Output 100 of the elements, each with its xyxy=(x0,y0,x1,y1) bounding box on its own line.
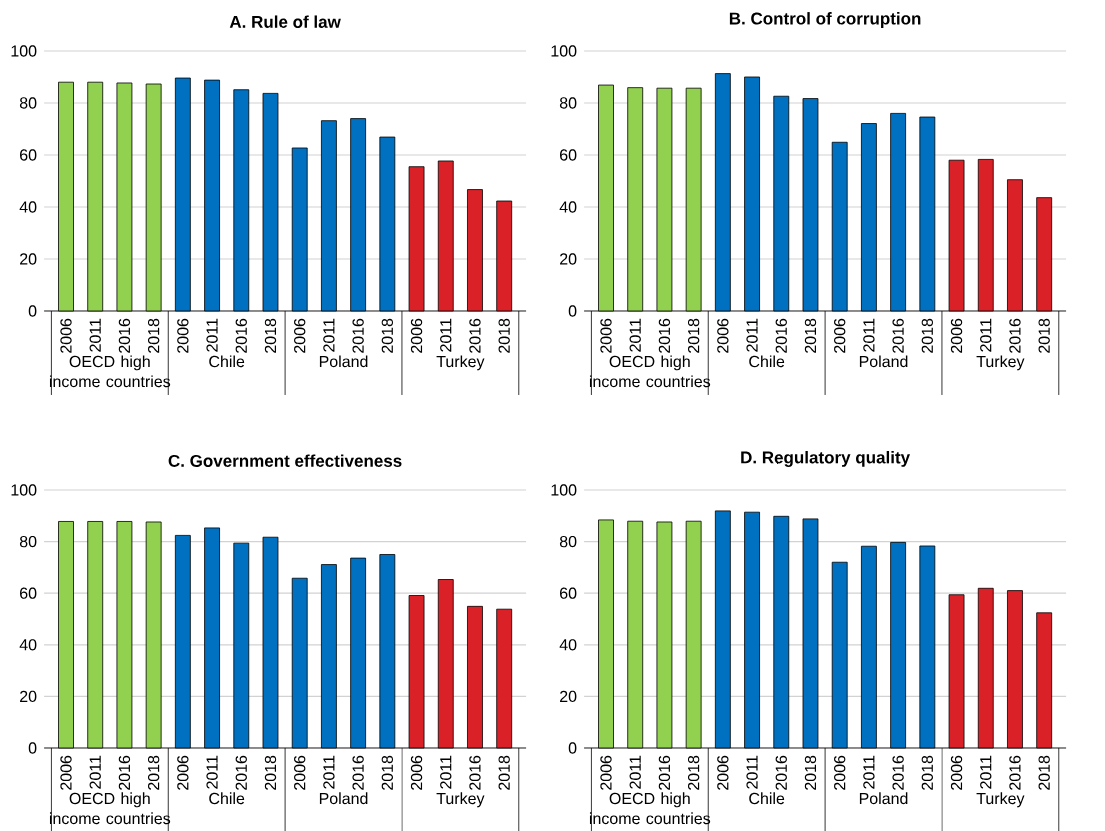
text: Poland xyxy=(319,355,368,368)
x-tick-label: 2016 xyxy=(469,755,481,790)
x-tick-label: 2006 xyxy=(60,755,72,790)
x-tick-label: 2011 xyxy=(746,318,758,352)
x-tick-label: 2018 xyxy=(1038,755,1050,790)
text: Chile xyxy=(209,355,245,368)
x-tick-label: 2016 xyxy=(469,318,481,353)
x-tick-label: 2016 xyxy=(235,755,247,790)
x-tick-label: 2016 xyxy=(892,755,904,790)
y-tick-label: 80 xyxy=(559,535,577,548)
x-tick-label: 2006 xyxy=(600,318,612,353)
text: Turkey xyxy=(436,792,485,808)
y-tick-label: 40 xyxy=(559,639,577,651)
text: Turkey xyxy=(436,355,485,371)
chart-title: A. Rule of law xyxy=(229,15,341,28)
x-tick-label: 2011 xyxy=(206,318,218,352)
x-tick-label: 2006 xyxy=(177,318,189,353)
chart-title: D. Regulatory quality xyxy=(741,450,911,467)
text: Poland xyxy=(859,355,908,368)
x-tick-label: 2018 xyxy=(147,318,160,353)
y-tick-label: 0 xyxy=(28,742,37,754)
x-tick-label: 2016 xyxy=(118,318,131,353)
x-tick-label: 2018 xyxy=(264,318,277,353)
x-tick-label: 2016 xyxy=(658,755,671,790)
y-tick-label: 20 xyxy=(560,253,577,265)
x-tick-label: 2018 xyxy=(687,755,700,790)
x-tick-label: 2006 xyxy=(600,755,612,790)
x-tick-label: 2011 xyxy=(980,755,992,789)
y-tick-label: 60 xyxy=(20,587,37,599)
y-tick-label: 80 xyxy=(19,97,37,109)
x-tick-label: 2006 xyxy=(834,318,846,353)
y-tick-label: 0 xyxy=(28,305,37,317)
x-tick-label: 2018 xyxy=(921,755,933,790)
x-tick-label: 2016 xyxy=(1009,755,1021,790)
x-tick-label: 2018 xyxy=(687,318,700,353)
y-tick-label: 100 xyxy=(551,484,577,496)
x-tick-label: 2006 xyxy=(294,318,306,353)
x-tick-label: 2006 xyxy=(834,755,846,790)
x-tick-label: 2016 xyxy=(775,755,787,790)
x-tick-label: 2011 xyxy=(323,755,335,789)
y-tick-label: 40 xyxy=(19,201,37,213)
chart-title: B. Control of corruption xyxy=(729,12,921,28)
y-tick-label: 40 xyxy=(19,639,37,651)
x-tick-label: 2011 xyxy=(206,755,218,789)
x-tick-label: 2018 xyxy=(264,755,277,790)
text: Poland xyxy=(319,792,368,805)
x-tick-label: 2011 xyxy=(980,318,992,352)
x-tick-label: 2011 xyxy=(629,755,641,789)
chart-title: C. Government effectiveness xyxy=(168,454,402,467)
x-tick-label: 2006 xyxy=(60,318,72,353)
x-tick-label: 2018 xyxy=(498,318,510,353)
y-tick-label: 0 xyxy=(568,742,577,754)
x-tick-label: 2006 xyxy=(950,318,963,353)
x-tick-label: 2011 xyxy=(89,755,101,789)
y-tick-label: 100 xyxy=(11,45,37,57)
x-tick-label: 2011 xyxy=(323,318,335,352)
x-tick-label: 2006 xyxy=(717,755,729,790)
text: Chile xyxy=(749,792,785,805)
y-tick-label: 20 xyxy=(20,690,37,703)
x-tick-label: 2016 xyxy=(352,755,364,790)
x-tick-label: 2011 xyxy=(440,318,452,352)
x-tick-label: 2006 xyxy=(177,755,189,790)
x-tick-label: 2016 xyxy=(1009,318,1021,353)
text: Turkey xyxy=(976,792,1025,808)
y-tick-label: 60 xyxy=(560,149,577,161)
y-tick-label: 80 xyxy=(19,535,37,548)
y-tick-label: 80 xyxy=(559,97,577,109)
x-tick-label: 2018 xyxy=(381,755,393,790)
x-tick-label: 2011 xyxy=(89,318,101,352)
y-tick-label: 100 xyxy=(11,484,37,496)
x-tick-label: 2018 xyxy=(921,318,933,353)
x-tick-label: 2006 xyxy=(294,755,306,790)
x-tick-label: 2016 xyxy=(658,318,671,353)
text: Chile xyxy=(749,355,785,368)
text: Chile xyxy=(209,792,245,805)
x-tick-label: 2016 xyxy=(775,318,787,353)
y-tick-label: 100 xyxy=(551,45,577,57)
y-tick-label: 40 xyxy=(559,201,577,213)
x-tick-label: 2011 xyxy=(863,755,875,789)
x-tick-label: 2016 xyxy=(235,318,247,353)
x-tick-label: 2006 xyxy=(950,755,963,790)
x-tick-label: 2006 xyxy=(410,755,423,790)
y-tick-label: 20 xyxy=(20,253,37,265)
y-tick-label: 0 xyxy=(568,305,577,317)
x-tick-label: 2018 xyxy=(147,755,160,790)
text: Turkey xyxy=(976,355,1025,371)
x-tick-label: 2016 xyxy=(352,318,364,353)
x-tick-label: 2018 xyxy=(804,755,817,790)
x-tick-label: 2011 xyxy=(746,755,758,789)
x-tick-label: 2006 xyxy=(717,318,729,353)
x-tick-label: 2016 xyxy=(118,755,131,790)
y-tick-label: 20 xyxy=(560,690,577,703)
text: Poland xyxy=(859,792,908,805)
x-tick-label: 2011 xyxy=(440,755,452,789)
x-tick-label: 2006 xyxy=(410,318,423,353)
x-tick-label: 2018 xyxy=(498,755,510,790)
x-tick-label: 2018 xyxy=(804,318,817,353)
x-tick-label: 2011 xyxy=(629,318,641,352)
x-tick-label: 2011 xyxy=(863,318,875,352)
x-tick-label: 2016 xyxy=(892,318,904,353)
